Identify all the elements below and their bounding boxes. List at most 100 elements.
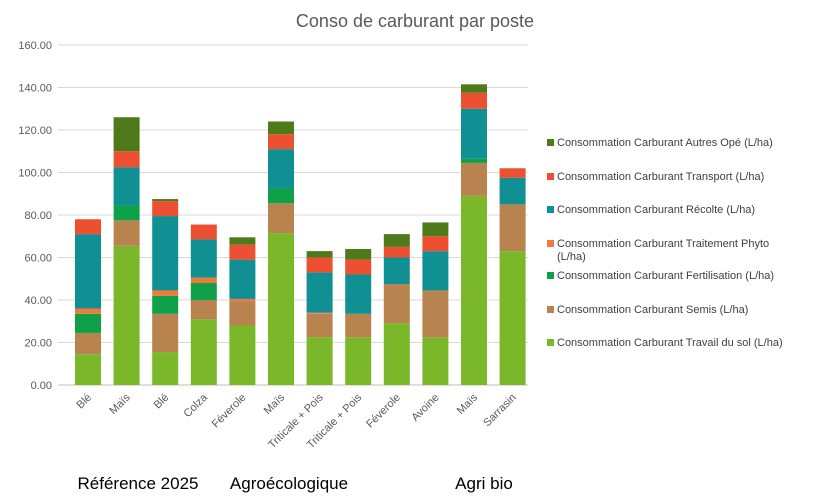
legend-label: Consommation Carburant Travail du sol (L… (557, 337, 783, 349)
bar-segment (345, 337, 372, 385)
legend-item: Consommation Carburant Récolte (L/ha) (547, 204, 755, 216)
bar-segment (422, 222, 449, 237)
bar-segment (113, 205, 140, 221)
group-label: Agroécologique (230, 474, 348, 493)
bar-segment (113, 151, 140, 168)
bar-segment (461, 162, 487, 196)
y-tick-label: 20.00 (24, 338, 52, 350)
bar-segment (113, 245, 140, 385)
bar-segment (306, 312, 333, 314)
y-tick-label: 60.00 (24, 253, 52, 265)
bar-segment (190, 283, 217, 300)
legend-swatch (547, 339, 554, 346)
y-tick-label: 160.00 (18, 40, 52, 52)
x-tick-label: Colza (182, 391, 211, 420)
bar-segment (345, 313, 372, 338)
bar-segment (229, 259, 256, 299)
bar-segment (229, 325, 256, 385)
legend-item: Consommation Carburant Fertilisation (L/… (547, 270, 774, 282)
legend-item: Consommation Carburant Traitement Phyto(… (547, 238, 769, 263)
legend-swatch (547, 272, 554, 279)
legend-item: Consommation Carburant Transport (L/ha) (547, 171, 764, 183)
bar-segment (75, 313, 101, 333)
y-tick-label: 120.00 (18, 125, 52, 137)
x-tick-label: Féverole (210, 392, 249, 431)
bar-segment (152, 216, 179, 291)
legend-label: Consommation Carburant Semis (L/ha) (557, 304, 748, 316)
bar-segment (383, 246, 410, 258)
group-label: Référence 2025 (78, 474, 199, 493)
bar-segment (306, 337, 333, 385)
bar-segment (268, 203, 294, 234)
bar-segment (152, 313, 179, 353)
bar-segment (499, 251, 526, 385)
bar-segment (190, 239, 217, 278)
x-tick-label: Maïs (455, 391, 481, 417)
bar-segment (422, 236, 449, 252)
bar-segment (229, 237, 256, 245)
legend-item: Consommation Carburant Travail du sol (L… (547, 337, 783, 349)
bar-segment (345, 259, 372, 275)
bar-segment (383, 284, 410, 324)
legend-label: Consommation Carburant Transport (L/ha) (557, 171, 764, 183)
bar-segment (461, 195, 487, 385)
bar-segment (422, 251, 449, 291)
bar-segment (499, 204, 526, 252)
bar-segment (461, 84, 487, 93)
bar-segment (152, 199, 179, 202)
bar-segment (75, 332, 101, 355)
bar-segment (113, 167, 140, 206)
bar-segment (422, 290, 449, 338)
bar-segment (152, 352, 179, 385)
bar-segment (113, 220, 140, 246)
legend-swatch (547, 173, 554, 180)
x-tick-label: Féverole (364, 392, 403, 431)
y-tick-label: 80.00 (24, 210, 52, 222)
x-tick-label: Maïs (107, 391, 133, 417)
legend-label: Consommation Carburant Traitement Phyto(… (557, 238, 769, 263)
legend-item: Consommation Carburant Autres Opé (L/ha) (547, 137, 773, 149)
bar-segment (422, 337, 449, 385)
chart-title: Conso de carburant par poste (296, 11, 534, 31)
bar-segment (75, 354, 101, 385)
group-labels: Référence 2025 Agroécologique Agri bio (78, 474, 513, 493)
legend-swatch (547, 240, 554, 247)
y-tick-label: 0.00 (31, 380, 52, 392)
bar-segment (229, 301, 256, 326)
x-tick-label: Blé (74, 392, 94, 412)
legend: Consommation Carburant Autres Opé (L/ha)… (547, 137, 783, 349)
bar-segment (229, 244, 256, 260)
bar-segment (345, 274, 372, 314)
y-tick-label: 100.00 (18, 168, 52, 180)
bar-segment (152, 295, 179, 314)
x-tick-label: Maïs (262, 391, 288, 417)
bar-segment (152, 290, 179, 296)
bar-segment (499, 168, 526, 178)
y-tick-label: 140.00 (18, 83, 52, 95)
bar-segment (190, 277, 217, 283)
group-label: Agri bio (455, 474, 513, 493)
bars (75, 84, 526, 385)
bar-segment (190, 224, 217, 240)
y-tick-label: 40.00 (24, 295, 52, 307)
bar-segment (268, 188, 294, 204)
bar-segment (75, 219, 101, 235)
bar-segment (306, 313, 333, 338)
bar-segment (152, 201, 179, 217)
bar-segment (268, 121, 294, 135)
bar-segment (75, 308, 101, 314)
bar-segment (190, 319, 217, 385)
legend-swatch (547, 139, 554, 146)
bar-segment (190, 300, 217, 320)
legend-swatch (547, 306, 554, 313)
y-axis-ticks: 0.00 20.00 40.00 60.00 80.00 100.00 120.00 140.… (18, 40, 52, 392)
x-tick-label: Sarrasin (481, 392, 518, 429)
bar-segment (75, 234, 101, 309)
bar-segment (461, 158, 487, 163)
bar-segment (383, 257, 410, 285)
legend-swatch (547, 206, 554, 213)
bar-segment (229, 298, 256, 302)
